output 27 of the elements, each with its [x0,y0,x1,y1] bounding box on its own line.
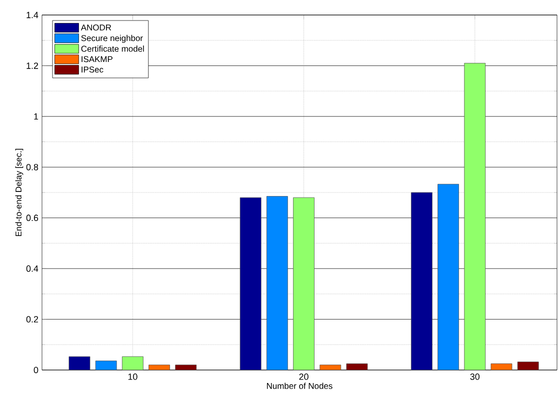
bar [293,197,314,370]
y-tick-label: 0.2 [26,316,38,322]
y-tick-label: 0.6 [26,214,38,222]
y-tick-label: 1 [34,113,38,120]
x-axis-title: Number of Nodes [267,382,332,389]
legend-label: Secure neighbor [81,34,143,43]
legend-label: IPSec [82,66,104,73]
legend-label: Certificate model [81,46,144,52]
bar [517,362,539,370]
x-tick-label: 30 [470,374,480,380]
bar [96,360,117,370]
bar [410,192,432,370]
bar [464,62,486,370]
y-tick-label: 1.4 [26,12,38,18]
y-tick-label: 0 [34,366,38,374]
x-tick-label: 20 [299,374,308,380]
legend-label: ANODR [80,24,112,30]
legend-label: ISAKMP [82,56,112,62]
x-tick-label: 10 [128,374,138,380]
bar [122,356,144,370]
y-tick-label: 0.8 [26,164,38,170]
y-tick-label: 0.4 [26,265,38,272]
bar [240,197,262,370]
bar [438,184,459,370]
bar [266,196,288,370]
y-tick-label: 1.2 [26,62,38,69]
y-axis-title: End-to-end Delay [sec.] [15,148,24,236]
